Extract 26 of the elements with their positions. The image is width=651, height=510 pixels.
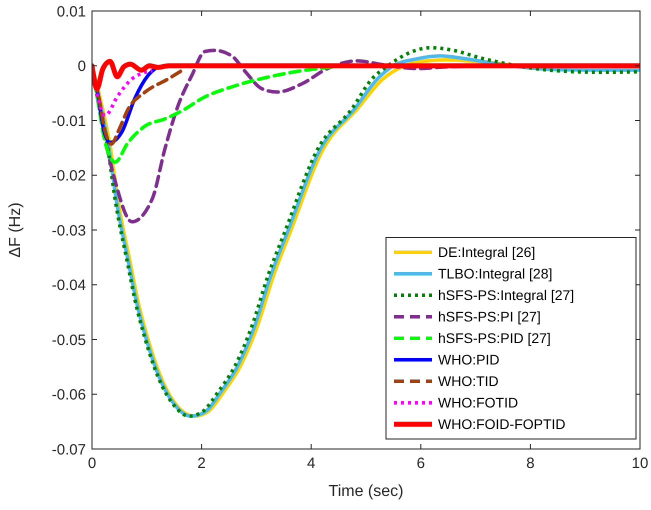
legend-label: hSFS-PS:PID [27]: [438, 330, 551, 346]
y-tick-label: 0: [78, 58, 86, 75]
x-tick-label: 2: [197, 455, 206, 472]
legend-label: hSFS-PS:Integral [27]: [438, 287, 574, 304]
y-tick-label: -0.07: [52, 441, 86, 458]
y-tick-label: -0.01: [52, 112, 86, 130]
legend-label: WHO:FOTID: [438, 394, 518, 411]
legend-label: WHO:FOID-FOPTID: [438, 416, 566, 432]
x-axis-title: Time (sec): [328, 483, 404, 500]
x-tick-label: 6: [416, 455, 425, 472]
legend-label: TLBO:Integral [28]: [438, 266, 552, 282]
y-tick-label: -0.05: [52, 332, 86, 349]
legend-label: DE:Integral [26]: [438, 244, 536, 260]
y-tick-label: -0.02: [52, 168, 86, 184]
x-tick-label: 8: [526, 455, 535, 472]
y-tick-label: -0.06: [52, 386, 86, 404]
y-axis-title: ΔF (Hz): [7, 202, 24, 258]
y-tick-label: 0.01: [56, 3, 86, 20]
y-tick-label: -0.03: [52, 222, 86, 240]
x-tick-label: 0: [88, 455, 96, 472]
legend-label: WHO:PID: [438, 352, 500, 368]
x-tick-label: 4: [307, 455, 316, 472]
legend-label: hSFS-PS:PI [27]: [438, 308, 541, 325]
legend-label: WHO:TID: [438, 373, 499, 390]
x-tick-label: 10: [632, 455, 648, 472]
y-tick-label: -0.04: [52, 277, 86, 294]
